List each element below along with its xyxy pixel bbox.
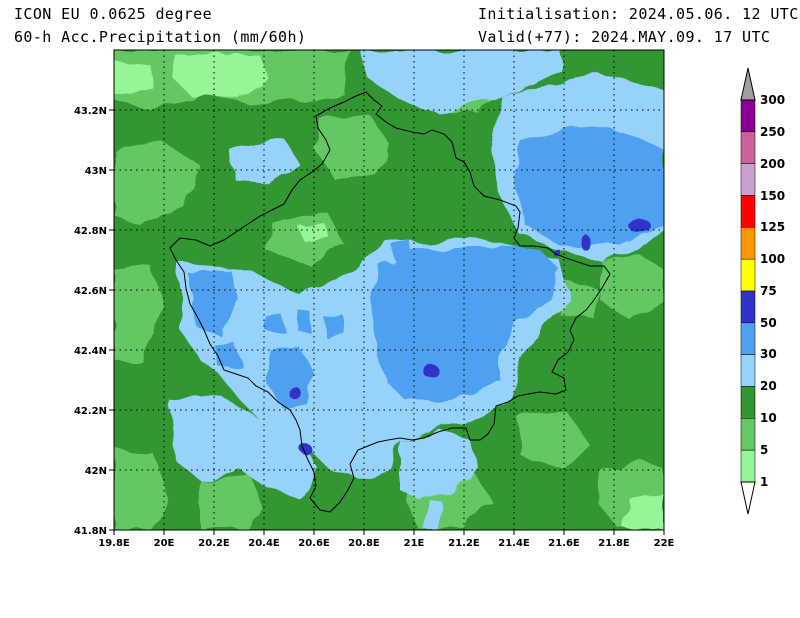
legend-label: 150 [760, 189, 785, 203]
axis-ticks [109, 109, 665, 535]
lon-tick-label: 21.8E [598, 538, 630, 549]
lon-tick-label: 20.6E [298, 538, 330, 549]
precip-field [114, 50, 664, 530]
map-gridlines [114, 50, 664, 530]
lon-tick-label: 21E [404, 538, 425, 549]
lat-tick-label: 42.8N [74, 226, 107, 237]
legend-color-box [740, 227, 756, 260]
legend-color-box [740, 386, 756, 419]
initialisation-time: Initialisation: 2024.05.06. 12 UTC [478, 5, 799, 23]
lat-tick-label: 42N [85, 466, 107, 477]
lon-tick-label: 20.8E [348, 538, 380, 549]
legend-color-box [740, 131, 756, 164]
lat-tick-label: 42.6N [74, 286, 107, 297]
lat-tick-label: 42.4N [74, 346, 107, 357]
legend-label: 300 [760, 93, 785, 107]
lon-tick-label: 20.2E [198, 538, 230, 549]
legend-label: 200 [760, 157, 785, 171]
legend-color-box [740, 163, 756, 196]
lon-axis-labels: 19.8E 20E 20.2E 20.4E 20.6E 20.8E 21E 21… [98, 538, 674, 549]
legend-label: 125 [760, 220, 785, 234]
lon-tick-label: 20.4E [248, 538, 280, 549]
lon-tick-label: 21.4E [498, 538, 530, 549]
legend-bottom-arrow [740, 481, 756, 515]
legend-label: 5 [760, 443, 768, 457]
legend-label: 250 [760, 125, 785, 139]
lat-axis-labels: 41.8N 42N 42.2N 42.4N 42.6N 42.8N 43N 43… [74, 106, 107, 537]
country-border [169, 91, 611, 513]
lon-tick-label: 22E [654, 538, 675, 549]
legend-color-box [740, 195, 756, 228]
lon-tick-label: 19.8E [98, 538, 130, 549]
legend-color-boxes [740, 99, 756, 483]
legend-label: 10 [760, 411, 777, 425]
precip-area-50mm [288, 218, 650, 455]
lat-tick-label: 42.2N [74, 406, 107, 417]
lon-tick-label: 20E [154, 538, 175, 549]
model-title: ICON EU 0.0625 degree [14, 5, 213, 23]
legend-top-arrow [740, 67, 756, 101]
field-title: 60-h Acc.Precipitation (mm/60h) [14, 28, 307, 46]
legend-color-box [740, 322, 756, 355]
legend-color-box [740, 99, 756, 133]
legend-color-box [740, 290, 756, 324]
legend-labels: 300 250 200 150 125 100 75 50 30 20 10 5… [760, 93, 785, 489]
precip-area-30mm [188, 125, 664, 410]
precip-legend: 300 250 200 150 125 100 75 50 30 20 10 5… [740, 67, 785, 515]
legend-color-box [740, 418, 756, 451]
lon-tick-label: 21.6E [548, 538, 580, 549]
legend-color-box [740, 449, 756, 483]
legend-label: 30 [760, 347, 777, 361]
lat-tick-label: 43N [85, 166, 107, 177]
lon-tick-label: 21.2E [448, 538, 480, 549]
legend-label: 20 [760, 379, 777, 393]
legend-label: 1 [760, 475, 768, 489]
legend-label: 50 [760, 316, 777, 330]
legend-color-box [740, 354, 756, 387]
legend-label: 100 [760, 252, 785, 266]
lat-tick-label: 43.2N [74, 106, 107, 117]
valid-time: Valid(+77): 2024.MAY.09. 17 UTC [478, 28, 771, 46]
precip-area-1mm [114, 55, 664, 530]
lat-tick-label: 41.8N [74, 526, 107, 537]
legend-color-box [740, 258, 756, 292]
legend-label: 75 [760, 284, 777, 298]
